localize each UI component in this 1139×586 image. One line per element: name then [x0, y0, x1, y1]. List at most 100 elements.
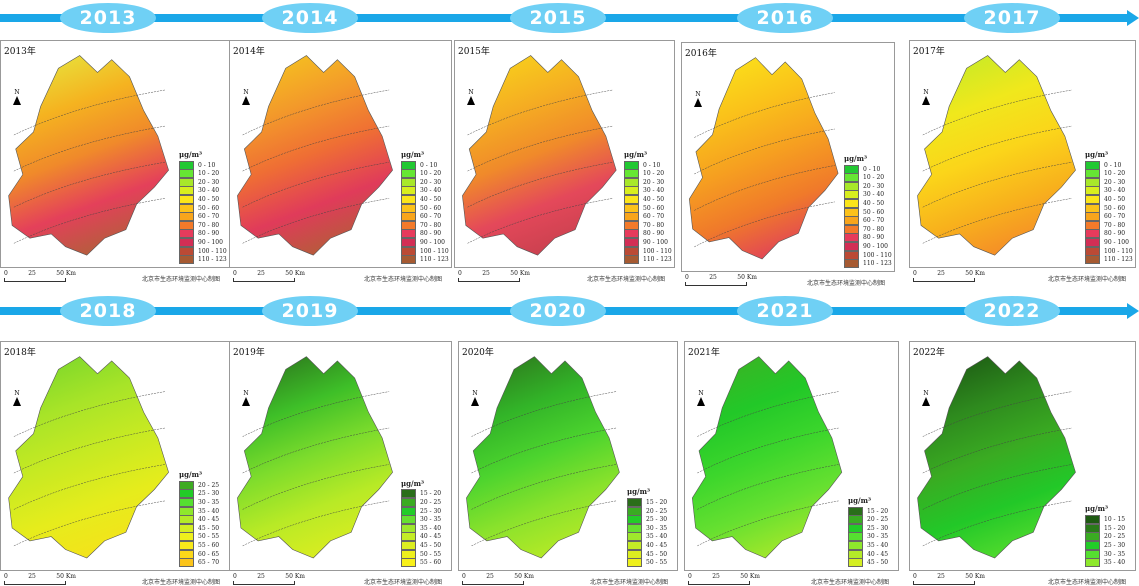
scale-line: [4, 581, 66, 585]
legend-range: 30 - 35: [1104, 550, 1126, 558]
contour-line: [694, 92, 835, 138]
contour-line: [13, 125, 166, 172]
legend-swatch: [624, 255, 639, 265]
scale-line: [4, 278, 66, 282]
legend-swatch: [844, 259, 859, 269]
legend-swatch: [401, 246, 416, 256]
legend-swatch: [401, 212, 416, 222]
legend-range: 35 - 40: [420, 524, 442, 532]
legend-item: 20 - 25: [1085, 532, 1126, 542]
legend-range: 35 - 40: [867, 541, 889, 549]
panel-year-label: 2014年: [233, 47, 265, 57]
scale-tick: 25: [28, 270, 36, 277]
legend-unit: μg/m³: [1085, 149, 1109, 159]
legend-item: 0 - 10: [624, 160, 672, 170]
legend-item: 35 - 40: [848, 540, 889, 550]
legend-swatch: [401, 497, 416, 507]
legend-range: 20 - 25: [198, 481, 220, 489]
contour-line: [13, 198, 166, 244]
scale-tick: 50 Km: [514, 573, 534, 580]
beijing-pm25-map: [237, 356, 393, 559]
legend-item: 90 - 100: [1085, 237, 1133, 247]
contour-line: [694, 165, 835, 211]
contour-line: [242, 198, 390, 244]
contour-line: [467, 161, 613, 208]
legend-swatch: [624, 203, 639, 213]
scale-ticks: 0 25 50 Km: [913, 573, 985, 580]
legend-item: 40 - 50: [401, 194, 449, 204]
legend: μg/m³ 15 - 20 20 - 25 25 - 30 30 - 35 35 - 40…: [627, 487, 667, 568]
north-arrow-icon: N: [922, 89, 930, 105]
map-credit: 北京市生态环境监测中心制图: [1048, 579, 1127, 586]
legend-swatch: [844, 233, 859, 243]
legend-swatch: [844, 224, 859, 234]
legend-swatch: [401, 549, 416, 559]
map-credit: 北京市生态环境监测中心制图: [142, 276, 221, 283]
scale-bar: 0 25 50 Km: [913, 573, 985, 585]
contour-line: [13, 161, 166, 208]
north-arrow-triangle: [697, 397, 705, 406]
legend-swatch: [179, 497, 194, 507]
legend-item: 35 - 40: [1085, 558, 1126, 568]
beijing-boundary: [462, 55, 617, 256]
legend-item: 90 - 100: [624, 237, 672, 247]
legend-swatch: [401, 540, 416, 550]
contour-line: [13, 391, 166, 437]
legend-range: 20 - 30: [863, 182, 885, 190]
legend-swatch: [1085, 540, 1100, 550]
legend-range: 10 - 20: [863, 174, 885, 182]
legend-swatch: [624, 237, 639, 247]
legend-swatch: [844, 198, 859, 208]
legend-swatch: [624, 194, 639, 204]
panel-year-label: 2017年: [913, 47, 945, 57]
legend-item: 35 - 40: [627, 532, 667, 542]
legend-range: 10 - 20: [1104, 170, 1126, 178]
contour-line: [471, 500, 617, 547]
beijing-boundary: [237, 55, 393, 256]
scale-tick: 25: [482, 270, 490, 277]
legend-range: 80 - 90: [643, 230, 665, 238]
legend-unit: μg/m³: [179, 470, 203, 479]
north-arrow-triangle: [13, 397, 21, 406]
legend-item: 25 - 30: [848, 523, 888, 533]
legend-swatch: [627, 558, 642, 568]
legend-unit: μg/m³: [401, 149, 425, 159]
legend-item: 30 - 40: [401, 186, 449, 196]
legend-range: 20 - 30: [420, 178, 442, 186]
contour-line: [467, 198, 613, 244]
year-badge: 2020: [510, 296, 606, 326]
legend-range: 20 - 25: [867, 516, 889, 524]
legend-item: 110 - 123: [179, 255, 227, 265]
north-arrow-icon: N: [13, 390, 21, 406]
contour-line: [242, 500, 390, 547]
scale-ticks: 0 25 50 Km: [458, 270, 530, 277]
legend-swatch: [848, 515, 863, 525]
contour-line: [242, 391, 390, 437]
legend-swatch: [627, 515, 642, 525]
legend-range: 50 - 55: [420, 550, 442, 558]
legend-range: 60 - 70: [643, 213, 665, 221]
legend-range: 35 - 40: [1104, 559, 1126, 567]
legend-range: 10 - 20: [643, 170, 665, 178]
legend-item: 40 - 50: [844, 198, 892, 208]
legend-swatch: [848, 523, 863, 533]
year-badge: 2013: [60, 3, 156, 33]
legend-swatch: [179, 506, 194, 516]
legend-item: 20 - 30: [844, 181, 892, 191]
scale-bar: 0 25 50 Km: [233, 270, 305, 282]
legend-swatch: [179, 523, 194, 533]
legend-swatch: [844, 173, 859, 183]
legend-range: 0 - 10: [863, 165, 881, 173]
legend-range: 70 - 80: [198, 221, 220, 229]
legend-item: 0 - 10: [401, 160, 449, 170]
legend-item: 20 - 30: [1085, 177, 1133, 187]
legend-item: 100 - 110: [401, 246, 449, 256]
legend-swatch: [844, 216, 859, 226]
contour-line: [922, 89, 1072, 136]
scale-ticks: 0 25 50 Km: [233, 573, 305, 580]
timeline-arrow-icon: [1127, 10, 1139, 26]
legend: μg/m³ 0 - 10 10 - 20 20 - 30 30 - 40 40 - 50 5…: [401, 149, 449, 265]
legend-range: 110 - 123: [863, 260, 892, 268]
legend-range: 30 - 35: [867, 533, 889, 541]
legend-range: 20 - 25: [1104, 533, 1126, 541]
